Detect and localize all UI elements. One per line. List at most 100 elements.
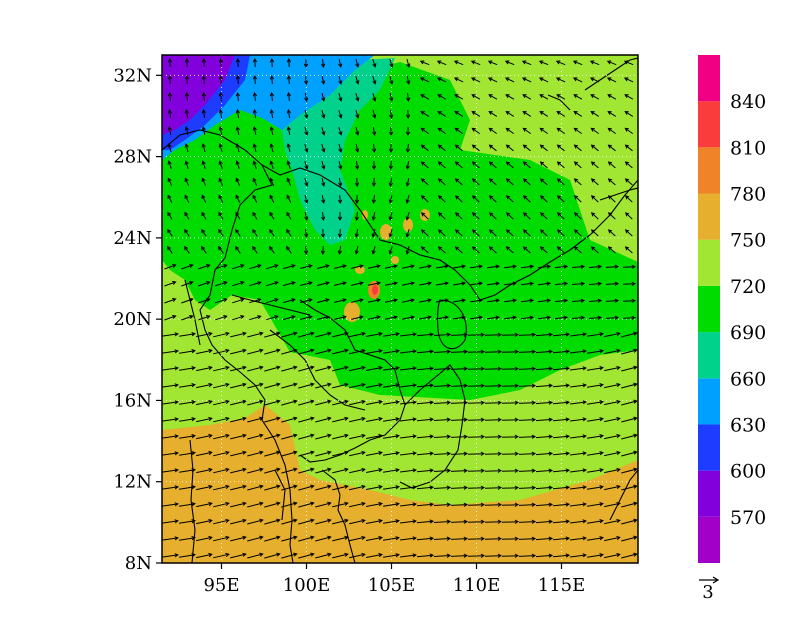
wind-vector-142 bbox=[201, 143, 206, 153]
wind-vector-413 bbox=[520, 298, 535, 303]
wind-vector-235 bbox=[354, 194, 360, 205]
wind-vector-19 bbox=[487, 60, 498, 66]
wind-vector-109 bbox=[590, 111, 600, 117]
wind-vector-458 bbox=[332, 331, 349, 338]
wind-vector-107 bbox=[556, 111, 566, 117]
wind-vector-699 bbox=[621, 467, 638, 474]
wind-vector-128 bbox=[437, 127, 446, 135]
wind-vector-174 bbox=[269, 160, 274, 169]
wind-vector-789 bbox=[247, 535, 264, 542]
wind-vector-279 bbox=[624, 212, 633, 220]
wind-vector-515 bbox=[349, 365, 366, 372]
wind-vector-703 bbox=[213, 484, 230, 491]
wind-vector-507 bbox=[213, 365, 230, 372]
wind-vector-761 bbox=[247, 518, 264, 525]
wind-vector-617 bbox=[179, 434, 196, 439]
wind-vector-675 bbox=[213, 467, 230, 474]
wind-vector-197 bbox=[184, 177, 190, 186]
wind-vector-461 bbox=[383, 332, 400, 337]
wind-vector-443 bbox=[554, 315, 569, 320]
wind-vector-776 bbox=[501, 519, 520, 524]
wind-vector-145 bbox=[252, 143, 257, 153]
wind-vector-808 bbox=[570, 536, 587, 541]
wind-vector-219 bbox=[556, 178, 565, 186]
wind-vector-404 bbox=[367, 298, 381, 303]
wind-vector-429 bbox=[317, 315, 330, 320]
wind-vector-365 bbox=[181, 281, 194, 287]
wind-vector-334 bbox=[607, 246, 616, 254]
wind-vector-591 bbox=[213, 416, 230, 423]
wind-vector-424 bbox=[232, 315, 245, 321]
wind-vector-625 bbox=[315, 433, 332, 440]
wind-vector-232 bbox=[304, 194, 309, 204]
colorbar-label-5: 720 bbox=[730, 276, 766, 298]
wind-vector-316 bbox=[303, 245, 309, 256]
wind-vector-0 bbox=[167, 57, 173, 68]
lon-label-0: 95E bbox=[203, 575, 239, 596]
wind-vector-718 bbox=[467, 485, 486, 490]
wind-vector-501 bbox=[587, 349, 604, 354]
wind-vector-21 bbox=[521, 60, 532, 66]
wind-vector-240 bbox=[437, 195, 446, 203]
wind-vector-276 bbox=[573, 212, 582, 220]
wind-vector-352 bbox=[436, 264, 449, 269]
wind-vector-303 bbox=[556, 229, 565, 237]
wind-vector-401 bbox=[317, 298, 330, 303]
wind-vector-626 bbox=[332, 433, 349, 440]
wind-vector-751 bbox=[552, 502, 571, 507]
wind-vector-304 bbox=[573, 229, 582, 237]
wind-vector-173 bbox=[252, 160, 257, 169]
wind-vector-584 bbox=[570, 400, 587, 405]
wind-vector-218 bbox=[539, 178, 548, 186]
wind-vector-311 bbox=[218, 245, 224, 254]
wind-vector-603 bbox=[416, 417, 435, 422]
wind-vector-169 bbox=[184, 160, 189, 169]
wind-vector-797 bbox=[383, 536, 400, 541]
wind-vector-766 bbox=[332, 518, 349, 525]
wind-vector-203 bbox=[286, 177, 292, 186]
wind-vector-321 bbox=[388, 246, 393, 255]
wind-vector-323 bbox=[420, 246, 429, 254]
wind-vector-46 bbox=[470, 77, 481, 83]
wind-vector-78 bbox=[539, 94, 549, 100]
wind-vector-52 bbox=[572, 77, 583, 83]
wind-vector-358 bbox=[537, 264, 552, 269]
wind-vector-278 bbox=[607, 212, 616, 220]
wind-vector-434 bbox=[402, 315, 415, 320]
wind-vector-59 bbox=[218, 91, 224, 102]
wind-vector-158 bbox=[471, 144, 480, 152]
wind-vector-444 bbox=[571, 315, 586, 320]
wind-vector-326 bbox=[471, 246, 480, 254]
wind-vector-446 bbox=[605, 315, 620, 320]
wind-vector-779 bbox=[552, 519, 571, 524]
wind-vector-246 bbox=[539, 195, 548, 203]
wind-vector-451 bbox=[213, 331, 230, 338]
wind-vector-14 bbox=[406, 58, 411, 68]
wind-vector-150 bbox=[338, 143, 343, 153]
wind-vector-195 bbox=[624, 161, 633, 169]
wind-vector-545 bbox=[383, 383, 400, 388]
wind-vector-760 bbox=[230, 518, 247, 525]
wind-vector-812 bbox=[162, 553, 179, 558]
wind-vector-767 bbox=[349, 518, 366, 525]
wind-vector-802 bbox=[467, 536, 486, 541]
wind-vector-119 bbox=[286, 126, 291, 136]
wind-vector-17 bbox=[453, 60, 464, 66]
wind-vector-122 bbox=[338, 127, 343, 136]
colorbar-swatch-7 bbox=[698, 193, 720, 240]
wind-vector-595 bbox=[281, 416, 298, 423]
wind-vector-530 bbox=[604, 365, 621, 372]
wind-vector-563 bbox=[213, 399, 230, 406]
wind-vector-20 bbox=[504, 60, 515, 66]
wind-vector-811 bbox=[621, 535, 638, 542]
wind-vector-97 bbox=[389, 109, 394, 120]
wind-vector-606 bbox=[467, 417, 486, 422]
wind-vector-83 bbox=[624, 94, 634, 100]
wind-vector-24 bbox=[572, 60, 583, 66]
wind-vector-663 bbox=[484, 451, 503, 456]
wind-vector-213 bbox=[454, 178, 463, 186]
wind-vector-691 bbox=[484, 468, 503, 473]
wind-vector-182 bbox=[405, 161, 410, 170]
wind-vector-22 bbox=[538, 60, 549, 66]
contour-fill bbox=[162, 55, 638, 563]
